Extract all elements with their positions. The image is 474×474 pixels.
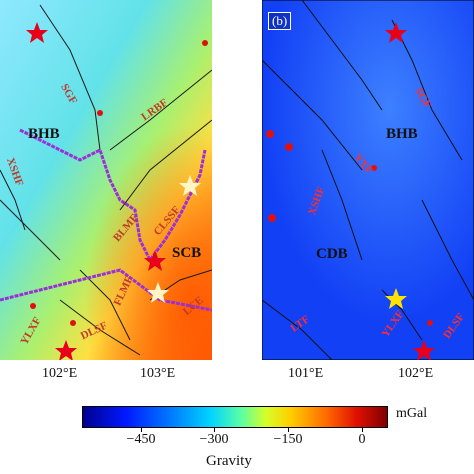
colorbar-unit: mGal xyxy=(396,406,428,421)
basin-boundary-a xyxy=(19,128,207,263)
map-panel-a: BHB SCB SGF LRBF XSHF BLMF CLSSF FLMF YL… xyxy=(0,0,212,360)
label-cdb: CDB xyxy=(316,246,348,262)
tick-101e-b: 101°E xyxy=(288,366,324,381)
station-dots-a xyxy=(30,40,208,326)
label-scb: SCB xyxy=(172,245,202,261)
tick-102e-a: 102°E xyxy=(42,366,78,381)
colorbar xyxy=(82,406,388,428)
gravity-map-b xyxy=(262,0,474,360)
colorbar-tick-label: −150 xyxy=(273,432,303,447)
colorbar-tick-mark xyxy=(214,428,215,432)
colorbar-tick-mark xyxy=(141,428,142,432)
colorbar-tick-label: 0 xyxy=(358,432,366,447)
colorbar-tick-mark xyxy=(288,428,289,432)
basin-boundary-a2 xyxy=(0,268,212,312)
star-markers-a xyxy=(26,22,201,360)
gravity-map-a xyxy=(0,0,212,360)
colorbar-tick-mark xyxy=(362,428,363,432)
label-bhb-a: BHB xyxy=(28,126,60,142)
tick-103e-a: 103°E xyxy=(140,366,176,381)
label-bhb-b: BHB xyxy=(386,126,418,142)
star-markers-b xyxy=(385,22,435,360)
colorbar-title: Gravity xyxy=(206,453,252,469)
station-dots-b xyxy=(266,130,433,326)
map-panel-b: (b) BHB CDB SGF YXF XSHF LTF YLXF DLSF xyxy=(262,0,474,360)
colorbar-tick-label: −450 xyxy=(126,432,156,447)
panel-tag-b: (b) xyxy=(268,12,292,30)
tick-102e-b: 102°E xyxy=(398,366,434,381)
colorbar-tick-label: −300 xyxy=(199,432,229,447)
